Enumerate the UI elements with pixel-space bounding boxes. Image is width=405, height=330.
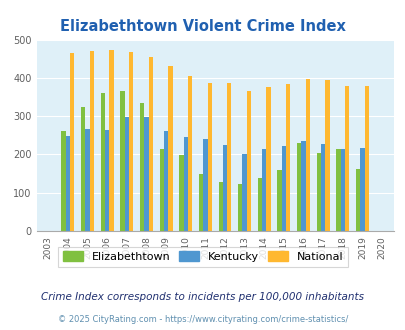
Bar — [188, 76, 192, 231]
Bar — [207, 83, 211, 231]
Bar — [144, 117, 148, 231]
Text: Crime Index corresponds to incidents per 100,000 inhabitants: Crime Index corresponds to incidents per… — [41, 292, 364, 302]
Bar — [262, 149, 266, 231]
Bar — [296, 143, 301, 231]
Bar — [105, 130, 109, 231]
Bar — [81, 107, 85, 231]
Bar — [168, 66, 172, 231]
Bar — [66, 136, 70, 231]
Text: Elizabethtown Violent Crime Index: Elizabethtown Violent Crime Index — [60, 19, 345, 34]
Bar — [140, 103, 144, 231]
Bar — [316, 152, 320, 231]
Bar — [164, 131, 168, 231]
Bar — [120, 90, 124, 231]
Bar — [179, 155, 183, 231]
Bar — [222, 145, 226, 231]
Bar — [70, 53, 74, 231]
Bar — [183, 137, 188, 231]
Bar — [242, 154, 246, 231]
Bar — [340, 149, 344, 231]
Bar — [109, 50, 113, 231]
Bar — [359, 148, 364, 231]
Bar — [257, 178, 262, 231]
Bar — [324, 80, 329, 231]
Text: © 2025 CityRating.com - https://www.cityrating.com/crime-statistics/: © 2025 CityRating.com - https://www.city… — [58, 315, 347, 324]
Bar — [305, 79, 309, 231]
Bar — [246, 90, 250, 231]
Bar — [129, 52, 133, 231]
Bar — [61, 131, 66, 231]
Bar — [198, 174, 203, 231]
Bar — [203, 139, 207, 231]
Bar — [124, 117, 129, 231]
Bar — [90, 51, 94, 231]
Bar — [355, 169, 359, 231]
Bar — [226, 83, 231, 231]
Bar — [320, 144, 324, 231]
Bar — [277, 170, 281, 231]
Bar — [100, 93, 105, 231]
Bar — [364, 86, 368, 231]
Legend: Elizabethtown, Kentucky, National: Elizabethtown, Kentucky, National — [58, 247, 347, 267]
Bar — [281, 147, 286, 231]
Bar — [238, 184, 242, 231]
Bar — [335, 149, 340, 231]
Bar — [286, 84, 290, 231]
Bar — [85, 129, 90, 231]
Bar — [266, 87, 270, 231]
Bar — [159, 149, 164, 231]
Bar — [218, 182, 222, 231]
Bar — [148, 57, 153, 231]
Bar — [344, 85, 348, 231]
Bar — [301, 142, 305, 231]
